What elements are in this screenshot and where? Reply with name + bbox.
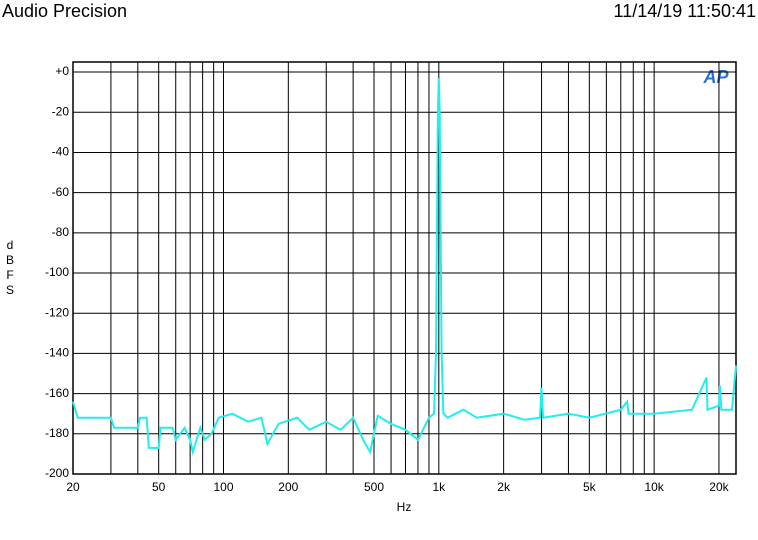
y-tick-label: -60 (52, 185, 70, 199)
y-tick-label: -160 (45, 386, 69, 400)
y-tick-label: +0 (55, 64, 69, 78)
x-tick-label: 20k (709, 480, 729, 494)
x-tick-label: 50 (152, 480, 166, 494)
timestamp: 11/14/19 11:50:41 (614, 1, 756, 21)
y-tick-label: -120 (45, 305, 69, 319)
spectrum-line (72, 78, 737, 456)
logo: AP (702, 67, 729, 87)
x-tick-label: 100 (213, 480, 233, 494)
y-tick-label: -20 (52, 104, 70, 118)
x-tick-label: 200 (278, 480, 298, 494)
x-tick-label: 5k (583, 480, 597, 494)
x-tick-label: 20 (66, 480, 80, 494)
app-title: Audio Precision (2, 1, 127, 21)
y-tick-label: -40 (52, 145, 70, 159)
y-tick-label: -200 (45, 466, 69, 480)
x-tick-label: 2k (497, 480, 511, 494)
y-tick-label: -180 (45, 426, 69, 440)
plot-frame (72, 61, 737, 475)
x-axis-label: Hz (397, 500, 412, 514)
y-tick-label: -80 (52, 225, 70, 239)
y-axis-label: dBFS (3, 238, 17, 298)
x-tick-label: 10k (644, 480, 664, 494)
x-tick-label: 1k (432, 480, 446, 494)
y-tick-label: -100 (45, 265, 69, 279)
x-tick-label: 500 (364, 480, 384, 494)
y-tick-label: -140 (45, 346, 69, 360)
